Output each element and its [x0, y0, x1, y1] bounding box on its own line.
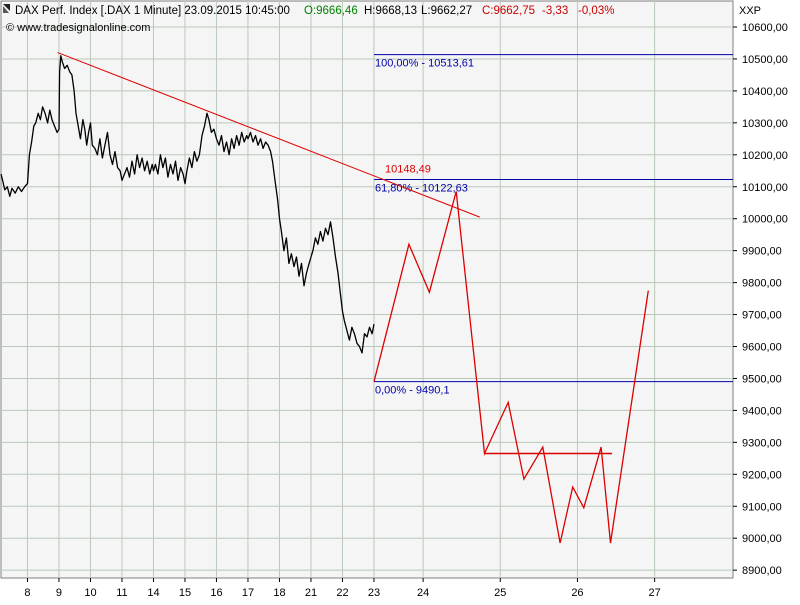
x-tick-label: 9 [56, 587, 62, 599]
instrument-title: DAX Perf. Index [.DAX 1 Minute] 23.09.20… [15, 5, 290, 17]
x-tick-label: 22 [336, 587, 348, 599]
x-tick-label: 8 [24, 587, 30, 599]
y-tick-label: 8900,00 [742, 565, 782, 577]
y-tick-label: 10100,00 [742, 182, 788, 194]
y-tick-label: 9800,00 [742, 278, 782, 290]
x-tick-label: 25 [494, 587, 506, 599]
x-tick-label: 23 [368, 587, 380, 599]
price-series-line[interactable] [0, 55, 375, 354]
resistance-trendline[interactable] [57, 52, 480, 218]
y-tick-label: 10400,00 [742, 86, 788, 98]
watermark: © www.tradesignalonline.com [6, 22, 150, 34]
x-tick-label: 18 [273, 587, 285, 599]
x-tick-label: 17 [242, 587, 254, 599]
y-tick-label: 9600,00 [742, 342, 782, 354]
x-tick-label: 27 [649, 587, 661, 599]
x-tick-label: 14 [147, 587, 159, 599]
plot-area[interactable] [0, 0, 734, 579]
trendlines: 10148,49 [57, 52, 613, 455]
x-tick-label: 15 [179, 587, 191, 599]
y-tick-label: 9200,00 [742, 469, 782, 481]
y-tick-label: 9100,00 [742, 501, 782, 513]
y-tick-label: 10600,00 [742, 22, 788, 34]
y-tick-label: 9400,00 [742, 405, 782, 417]
x-tick-label: 21 [305, 587, 317, 599]
x-axis: 8 9 10 11 14 15 16 17 18 21 22 23 24 25 26 27 [24, 578, 661, 599]
x-tick-label: 10 [84, 587, 96, 599]
fib-level-label: 61,80% - 10122,63 [375, 183, 468, 195]
triangle-expand-icon[interactable] [3, 4, 10, 11]
x-tick-label: 11 [116, 587, 127, 599]
y-tick-label: 10000,00 [742, 214, 788, 226]
y-axis: 10600,00 10500,00 10400,00 10300,00 10200,00… [733, 22, 788, 577]
fib-level-label: 0,00% - 9490,1 [375, 385, 450, 397]
y-tick-label: 9700,00 [742, 310, 782, 322]
trend-value-label: 10148,49 [385, 163, 431, 175]
symbol-label: XXP [739, 5, 761, 17]
y-tick-label: 9900,00 [742, 246, 782, 258]
fib-level-label: 100,00% - 10513,61 [375, 58, 474, 70]
open-value: O:9666,46 [304, 5, 358, 17]
x-tick-label: 16 [210, 587, 222, 599]
high-value: H:9668,13 [364, 5, 417, 17]
forecast-layer [373, 191, 649, 544]
forecast-series-line[interactable] [373, 191, 649, 544]
triangle-expand-icon-lower [3, 6, 9, 13]
low-value: L:9662,27 [421, 5, 472, 17]
change-pct-value: -0,03% [578, 5, 614, 17]
close-value: C:9662,75 [482, 5, 535, 17]
y-tick-label: 9000,00 [742, 533, 782, 545]
grid [1, 1, 733, 578]
y-tick-label: 9300,00 [742, 437, 782, 449]
y-tick-label: 10200,00 [742, 150, 788, 162]
y-tick-label: 10500,00 [742, 54, 788, 66]
price-layer [0, 55, 375, 354]
x-tick-label: 26 [571, 587, 583, 599]
chart-header: DAX Perf. Index [.DAX 1 Minute] 23.09.20… [3, 4, 614, 34]
change-value: -3,33 [542, 5, 568, 17]
y-tick-label: 10300,00 [742, 118, 788, 130]
x-tick-label: 24 [417, 587, 429, 599]
y-tick-label: 9500,00 [742, 373, 782, 385]
